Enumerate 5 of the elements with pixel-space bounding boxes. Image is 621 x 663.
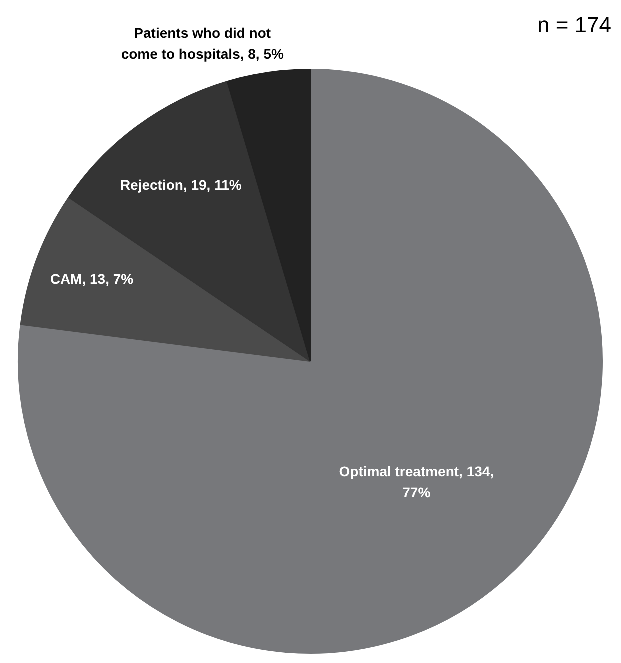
slice-label: Optimal treatment, 134, 77%: [339, 464, 494, 500]
slice-label: CAM, 13, 7%: [50, 270, 134, 287]
text: n = 174: [537, 12, 612, 38]
slice-label: Rejection, 19, 11%: [120, 176, 242, 193]
slice-label: Patients who did not come to hospitals, 8, 5%: [121, 24, 284, 62]
